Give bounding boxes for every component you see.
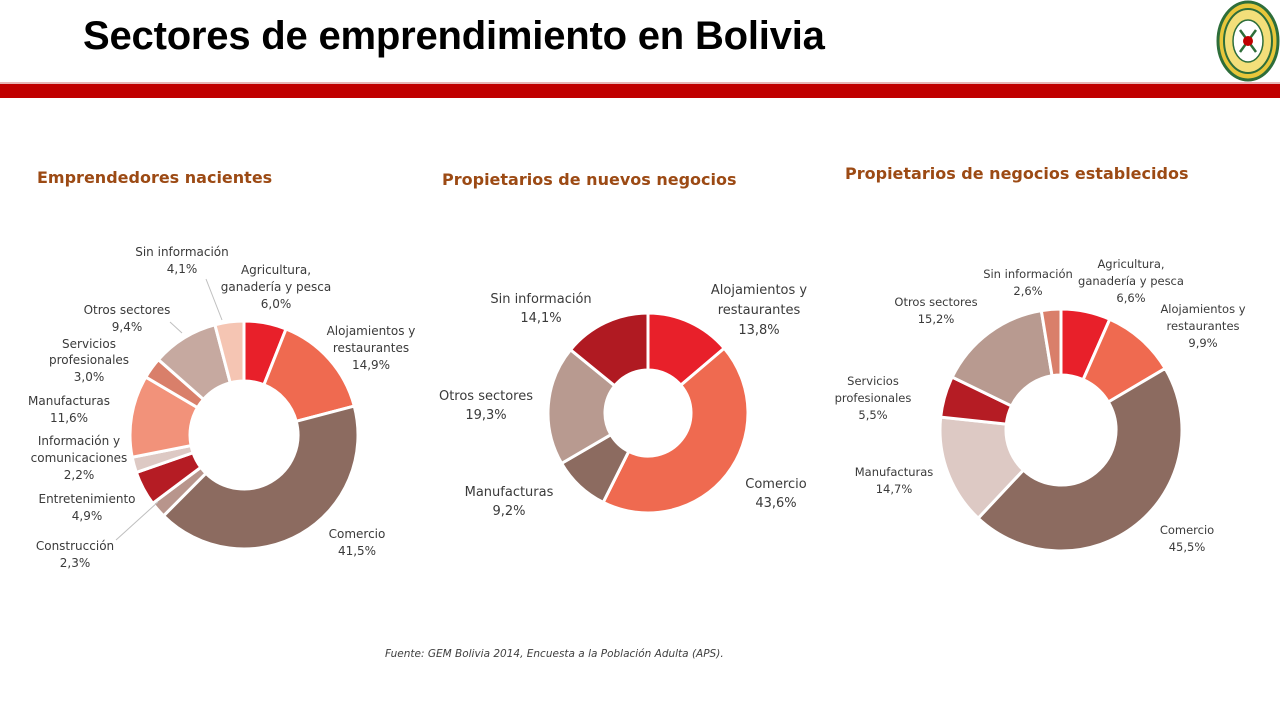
data-label: 19,3% (465, 408, 506, 423)
data-label: Otros sectores (439, 389, 533, 404)
data-label: restaurantes (333, 341, 409, 355)
pie-slice (568, 311, 650, 388)
chart-title-3: Propietarios de negocios establecidos (845, 164, 1188, 183)
data-label: 14,7% (876, 482, 913, 496)
leader-line (205, 278, 223, 321)
data-label: Comercio (745, 477, 807, 492)
data-label: 4,1% (167, 262, 198, 276)
title-rule-highlight (0, 82, 1280, 84)
data-label: 6,0% (261, 297, 292, 311)
title-rule (0, 84, 1280, 98)
data-label: Entretenimiento (38, 492, 135, 506)
data-label: 2,3% (60, 556, 91, 570)
data-label: Servicios (847, 374, 899, 388)
data-label: Sin información (983, 267, 1073, 281)
page-title: Sectores de emprendimiento en Bolivia (83, 14, 825, 58)
chart-2-labels: Sin información 14,1% Alojamientos y res… (439, 283, 807, 519)
data-label: Alojamientos y (327, 324, 416, 338)
pie-slice (976, 366, 1184, 553)
pie-slice (213, 319, 246, 385)
donut-chart-negocios-establecidos (938, 307, 1184, 553)
leader-line (169, 321, 183, 334)
data-label: Sin información (135, 245, 229, 259)
data-label: Otros sectores (84, 303, 171, 317)
data-label: 2,6% (1013, 284, 1042, 298)
data-label: 3,0% (74, 370, 105, 384)
data-label: ganadería y pesca (221, 280, 331, 294)
data-label: 11,6% (50, 411, 88, 425)
data-label: restaurantes (1166, 319, 1239, 333)
data-label: Comercio (1160, 523, 1214, 537)
data-label: Alojamientos y (711, 283, 808, 298)
data-label: comunicaciones (31, 451, 128, 465)
data-label: Manufacturas (465, 485, 554, 500)
data-label: Alojamientos y (1160, 302, 1245, 316)
data-label: Manufacturas (855, 465, 934, 479)
data-label: Otros sectores (894, 295, 977, 309)
chart-1-leader-lines (115, 278, 223, 541)
data-label: 14,1% (520, 311, 561, 326)
university-seal-icon (1216, 0, 1280, 82)
pie-slice (161, 404, 360, 551)
data-label: 5,5% (858, 408, 887, 422)
data-label: Información y (38, 434, 120, 448)
data-label: Agricultura, (241, 263, 311, 277)
data-label: 15,2% (918, 312, 955, 326)
data-label: 9,9% (1188, 336, 1217, 350)
data-label: 43,6% (755, 496, 796, 511)
data-label: 6,6% (1116, 291, 1145, 305)
data-label: Manufacturas (28, 394, 110, 408)
data-label: 41,5% (338, 544, 376, 558)
chart-title-1: Emprendedores nacientes (37, 168, 272, 187)
data-label: profesionales (49, 353, 129, 367)
donut-chart-nuevos-negocios (546, 311, 750, 515)
pie-slice (546, 347, 617, 466)
data-label: 4,9% (72, 509, 103, 523)
data-label: Servicios (62, 337, 116, 351)
data-label: 2,2% (64, 468, 95, 482)
chart-1-labels: Sin información 4,1% Agricultura, ganade… (28, 245, 415, 570)
data-label: Construcción (36, 539, 114, 553)
pie-slice (1039, 307, 1063, 378)
pie-slice (601, 346, 750, 515)
data-label: ganadería y pesca (1078, 274, 1184, 288)
leader-line (115, 501, 159, 541)
data-label: 9,2% (492, 504, 525, 519)
source-note: Fuente: GEM Bolivia 2014, Encuesta a la … (385, 648, 724, 660)
data-label: 9,4% (112, 320, 143, 334)
data-label: Comercio (329, 527, 386, 541)
donut-chart-emprendedores-nacientes (128, 319, 360, 551)
data-label: Agricultura, (1097, 257, 1164, 271)
data-label: profesionales (835, 391, 912, 405)
data-label: 45,5% (1169, 540, 1206, 554)
chart-3-labels: Sin información 2,6% Agricultura, ganade… (835, 257, 1246, 554)
data-label: restaurantes (718, 303, 801, 318)
data-label: Sin información (490, 292, 591, 307)
chart-title-2: Propietarios de nuevos negocios (442, 170, 737, 189)
data-label: 13,8% (738, 323, 779, 338)
data-label: 14,9% (352, 358, 390, 372)
